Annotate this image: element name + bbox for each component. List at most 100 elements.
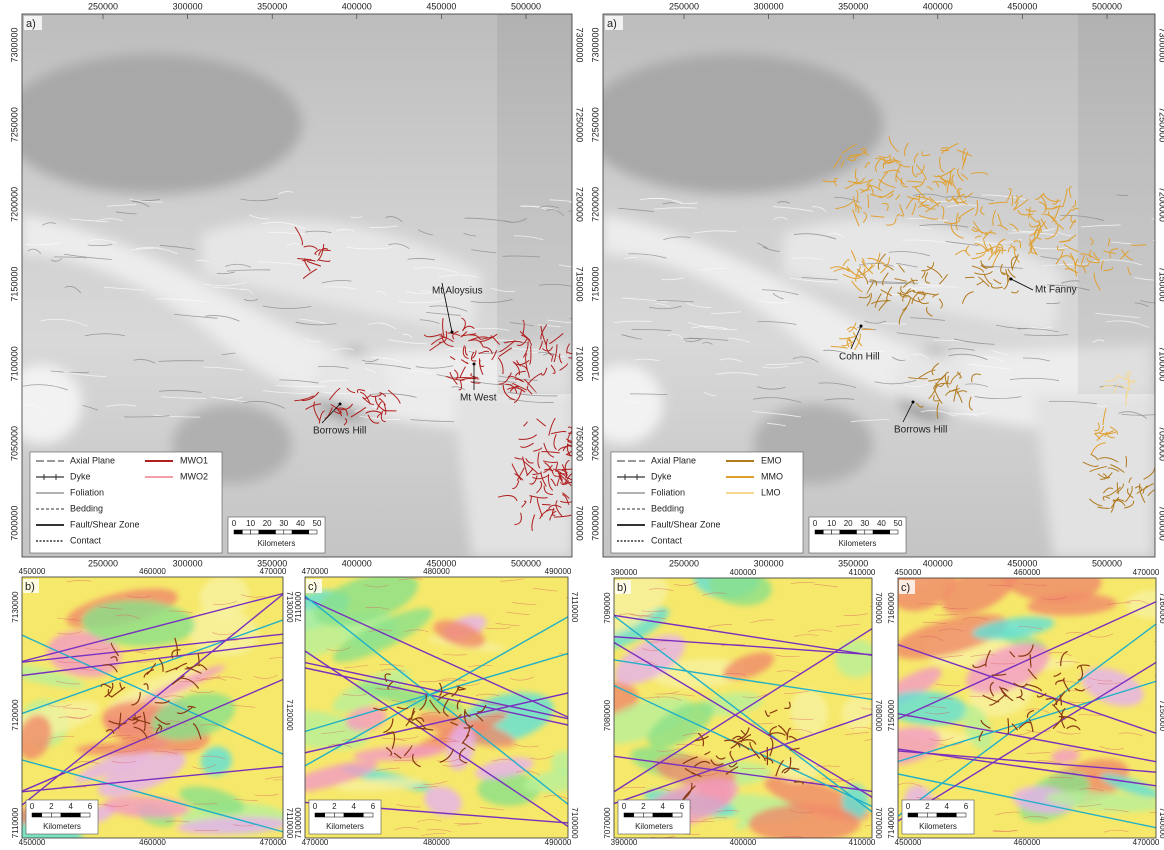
scale-segment	[292, 530, 300, 534]
annotation: Mt Aloysius	[432, 286, 483, 297]
y-tick-label-left: 7160000	[887, 592, 896, 624]
x-tick-label-top: 400000	[923, 1, 953, 11]
x-tick-label-top: 390000	[611, 568, 638, 577]
dark-strip	[1078, 14, 1155, 394]
dark-region	[2, 54, 302, 194]
figure: a)25000025000030000030000035000035000040…	[0, 0, 1164, 845]
scale-segment	[908, 813, 918, 817]
x-tick-label-bottom: 460000	[1014, 838, 1041, 845]
scale-tick-label: 0	[232, 519, 237, 528]
scale-segment	[890, 530, 898, 534]
scale-segment	[234, 530, 242, 534]
panel-label: a)	[607, 18, 617, 30]
scale-tick-label: 10	[246, 519, 255, 528]
x-tick-label-bottom: 450000	[895, 838, 922, 845]
x-tick-label-top: 250000	[88, 1, 118, 11]
scale-segment	[643, 813, 653, 817]
scale-segment	[848, 530, 856, 534]
legend-label: Dyke	[651, 471, 672, 481]
y-tick-label-right: 7160000	[1158, 592, 1164, 624]
panel-label: b)	[617, 582, 627, 594]
panel-label: c)	[901, 582, 910, 594]
scale-tick-label: 20	[844, 519, 853, 528]
x-tick-label-bottom: 250000	[669, 558, 699, 568]
arrow-head	[339, 403, 342, 406]
legend-label: Axial Plane	[70, 455, 115, 465]
legend-box	[611, 452, 803, 553]
scale-segment	[823, 530, 831, 534]
scale-tick-label: 40	[877, 519, 886, 528]
y-tick-label-left: 7050000	[9, 426, 19, 461]
scale-tick-label: 6	[371, 802, 376, 811]
scale-segment	[71, 813, 81, 817]
legend-label: Axial Plane	[651, 455, 696, 465]
scale-segment	[251, 530, 259, 534]
y-tick-label-left: 7100000	[9, 346, 19, 381]
scale-segment	[309, 530, 317, 534]
y-tick-label-left: 7120000	[11, 699, 20, 731]
scale-segment	[276, 530, 284, 534]
x-tick-label-top: 470000	[260, 567, 287, 576]
x-tick-label-top: 480000	[423, 567, 450, 576]
x-tick-label-bottom: 400000	[923, 558, 953, 568]
y-tick-label-right: 7070000	[874, 807, 883, 839]
legend-label: Dyke	[70, 471, 91, 481]
x-tick-label-top: 450000	[895, 568, 922, 577]
y-tick-label-left: 7000000	[9, 506, 19, 541]
panel-label: b)	[25, 581, 35, 593]
scale-segment	[672, 813, 682, 817]
y-tick-label-right: 7100000	[1158, 346, 1164, 381]
y-tick-label-right: 7200000	[575, 187, 585, 222]
legend-label: Contact	[70, 535, 102, 545]
scale-segment	[832, 530, 840, 534]
y-tick-label-left: 7080000	[603, 699, 612, 731]
scale-segment	[354, 813, 364, 817]
y-tick-label-right: 7150000	[575, 267, 585, 302]
y-tick-label-left: 7090000	[603, 592, 612, 624]
x-tick-label-top: 300000	[754, 1, 784, 11]
y-tick-label-right: 7250000	[575, 107, 585, 142]
annotation: Borrows Hill	[313, 426, 366, 437]
legend-label: MWO1	[180, 455, 208, 465]
y-tick-label-right: 7120000	[285, 699, 294, 731]
scale-segment	[259, 530, 267, 534]
x-tick-label-top: 400000	[342, 1, 372, 11]
scale-segment	[937, 813, 947, 817]
x-tick-label-bottom: 490000	[545, 838, 572, 845]
x-tick-label-top: 300000	[173, 1, 203, 11]
y-tick-label-left: 7100000	[294, 807, 303, 839]
y-tick-label-left: 7200000	[590, 187, 600, 222]
y-tick-label-left: 7250000	[590, 107, 600, 142]
inset-image	[260, 562, 614, 838]
arrow-head	[451, 331, 454, 334]
bright-belt	[1033, 394, 1153, 557]
scale-segment	[634, 813, 644, 817]
scale-segment	[344, 813, 354, 817]
y-tick-label-left: 7300000	[9, 27, 19, 62]
y-tick-label-right: 7200000	[1158, 187, 1164, 222]
x-tick-label-top: 350000	[257, 1, 287, 11]
scale-segment	[865, 530, 873, 534]
scale-segment	[857, 530, 865, 534]
scale-segment	[624, 813, 634, 817]
y-tick-label-left: 7100000	[590, 346, 600, 381]
scale-segment	[42, 813, 52, 817]
scale-unit: Kilometers	[43, 822, 81, 831]
x-tick-label-top: 450000	[426, 1, 456, 11]
scale-tick-label: 0	[313, 802, 318, 811]
legend-label: Bedding	[70, 503, 103, 513]
scale-tick-label: 50	[313, 519, 322, 528]
scale-tick-label: 30	[279, 519, 288, 528]
scale-segment	[334, 813, 344, 817]
y-tick-label-right: 7250000	[1158, 107, 1164, 142]
x-tick-label-bottom: 400000	[730, 838, 757, 845]
y-tick-label-right: 7100000	[575, 346, 585, 381]
y-tick-label-left: 7140000	[887, 807, 896, 839]
legend-label: Fault/Shear Zone	[651, 519, 721, 529]
scale-tick-label: 6	[88, 802, 93, 811]
y-tick-label-left: 7250000	[9, 107, 19, 142]
scale-tick-label: 4	[68, 802, 73, 811]
legend-label: Contact	[651, 535, 683, 545]
x-tick-label-top: 500000	[1092, 1, 1122, 11]
scale-unit: Kilometers	[326, 822, 364, 831]
